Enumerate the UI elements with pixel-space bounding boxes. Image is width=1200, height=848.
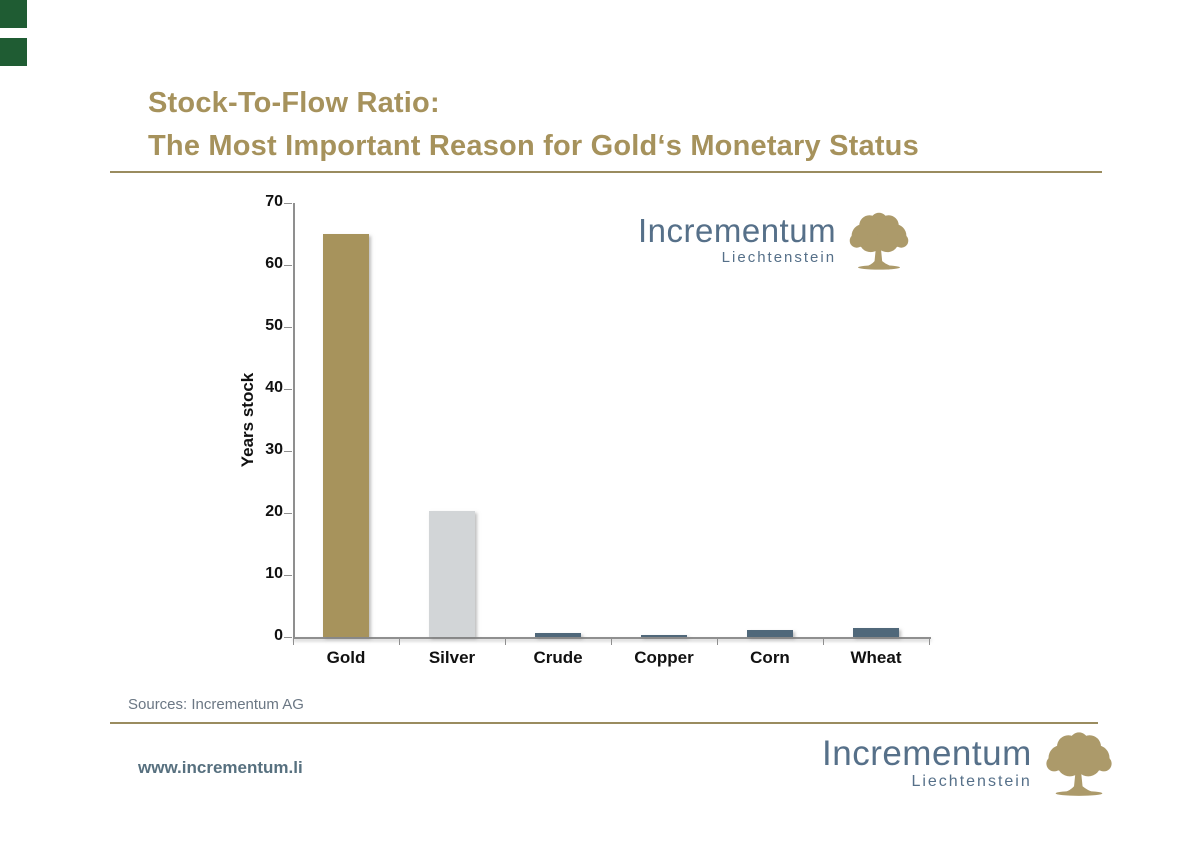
bar-gold xyxy=(323,234,369,637)
y-tick-label-10: 10 xyxy=(265,565,283,582)
title-divider xyxy=(110,171,1102,173)
x-tick-mark-6 xyxy=(929,639,930,645)
logo-subtitle: Liechtenstein xyxy=(721,249,837,266)
incrementum-logo-chart: Incrementum Liechtenstein xyxy=(638,212,914,276)
bar-silver xyxy=(429,511,475,637)
y-axis-line xyxy=(293,203,295,639)
logo-text: Incrementum Liechtenstein xyxy=(638,214,836,265)
y-tick-label-20: 20 xyxy=(265,503,283,520)
x-tick-mark-3 xyxy=(611,639,612,645)
logo-wordmark: Incrementum xyxy=(822,734,1032,773)
y-tick-label-30: 30 xyxy=(265,441,283,458)
x-tick-mark-5 xyxy=(823,639,824,645)
category-label-silver: Silver xyxy=(428,648,476,667)
bar-corn xyxy=(747,630,793,637)
y-tick-mark-20 xyxy=(284,513,292,514)
sources-note: Sources: Incrementum AG xyxy=(128,696,304,713)
corner-square-top xyxy=(0,0,27,28)
logo-subtitle: Liechtenstein xyxy=(911,773,1032,790)
y-tick-mark-30 xyxy=(284,451,292,452)
footer-divider xyxy=(110,722,1098,724)
y-tick-label-0: 0 xyxy=(274,627,283,644)
x-axis-line xyxy=(293,637,931,639)
y-tick-mark-70 xyxy=(284,203,292,204)
category-label-gold: Gold xyxy=(326,648,366,667)
y-tick-mark-60 xyxy=(284,265,292,266)
y-tick-label-70: 70 xyxy=(265,193,283,210)
y-tick-label-40: 40 xyxy=(265,379,283,396)
incrementum-logo-footer: Incrementum Liechtenstein xyxy=(822,732,1118,800)
corner-square-bottom xyxy=(0,38,27,66)
y-tick-mark-0 xyxy=(284,637,292,638)
category-label-copper: Copper xyxy=(634,648,694,667)
x-tick-mark-2 xyxy=(505,639,506,645)
y-tick-mark-10 xyxy=(284,575,292,576)
bar-crude xyxy=(535,633,581,637)
y-tick-label-60: 60 xyxy=(265,255,283,272)
bar-wheat xyxy=(853,628,899,637)
tree-icon xyxy=(1046,732,1112,796)
y-tick-label-50: 50 xyxy=(265,317,283,334)
x-tick-mark-0 xyxy=(293,639,294,645)
category-label-wheat: Wheat xyxy=(850,648,902,667)
y-tick-mark-40 xyxy=(284,389,292,390)
bar-copper xyxy=(641,635,687,637)
logo-text: Incrementum Liechtenstein xyxy=(822,736,1032,790)
x-tick-mark-4 xyxy=(717,639,718,645)
title-line-1: Stock-To-Flow Ratio: xyxy=(148,87,440,119)
tree-icon xyxy=(849,212,909,270)
y-tick-mark-50 xyxy=(284,327,292,328)
title-line-2: The Most Important Reason for Gold‘s Mon… xyxy=(148,130,919,162)
page-title: Stock-To-Flow Ratio: The Most Important R… xyxy=(148,82,1128,168)
website-url: www.incrementum.li xyxy=(138,758,303,777)
x-tick-mark-1 xyxy=(399,639,400,645)
y-axis-label: Years stock xyxy=(238,372,257,468)
category-label-corn: Corn xyxy=(750,648,790,667)
category-label-crude: Crude xyxy=(533,648,583,667)
logo-wordmark: Incrementum xyxy=(638,212,837,249)
